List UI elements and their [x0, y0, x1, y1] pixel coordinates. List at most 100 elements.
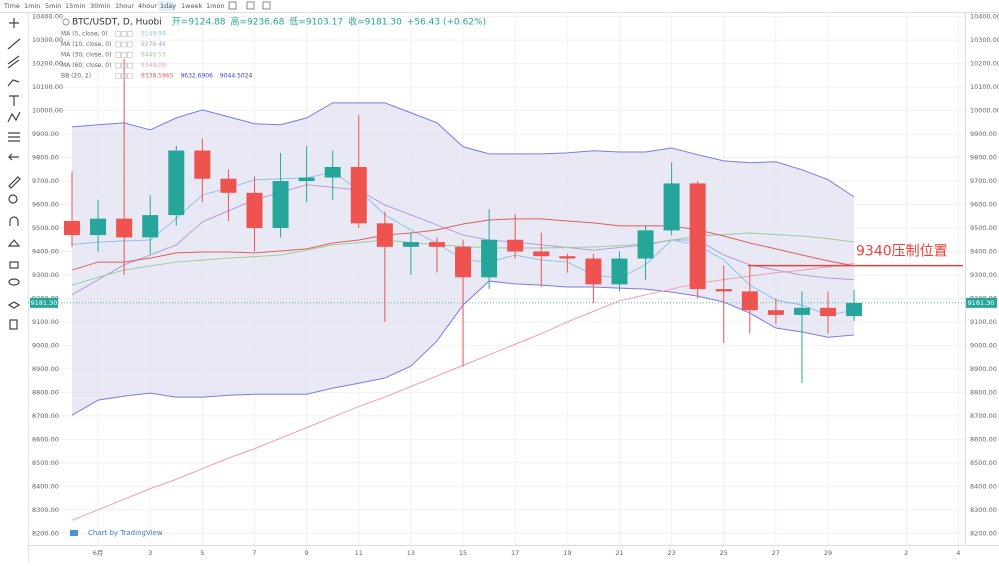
price-tag-left: [30, 297, 58, 308]
y-tick-label: 9700.00: [32, 177, 59, 185]
ohlc-value: 9181.30: [365, 18, 402, 28]
legend-button[interactable]: [115, 73, 121, 79]
legend-button[interactable]: [115, 62, 121, 69]
candle-body: [585, 258, 602, 285]
y-tick-label-right: 8800.00: [970, 388, 997, 396]
candle-body: [376, 223, 393, 247]
y-tick-label-right: 8300.00: [970, 506, 997, 514]
tool-line[interactable]: [7, 38, 21, 50]
candle-body: [402, 242, 419, 247]
tool-wave[interactable]: [7, 111, 21, 123]
y-tick-label: 9800.00: [32, 154, 59, 162]
legend-value: 9044.5024: [220, 73, 253, 80]
tool-arrow[interactable]: [8, 153, 19, 161]
y-tick-label-right: 8700.00: [970, 412, 997, 420]
tool-trash[interactable]: [9, 319, 18, 330]
legend-name: BB (20, 2): [61, 73, 91, 80]
tool-ruler[interactable]: [8, 176, 21, 189]
left-toolbar[interactable]: [7, 18, 21, 330]
interval-button[interactable]: 1day: [160, 2, 176, 10]
candle-body: [846, 302, 863, 317]
active-interval-bg[interactable]: [158, 1, 175, 11]
y-tick-label: 10300.00: [32, 36, 63, 44]
legend-button[interactable]: [127, 31, 133, 37]
legend-button[interactable]: [121, 73, 127, 79]
tool-channel[interactable]: [7, 55, 20, 69]
legend-value: 9279.46: [141, 41, 166, 48]
interval-button[interactable]: 1week: [181, 2, 202, 10]
ohlc-value: 9103.17: [306, 18, 343, 28]
interval-button[interactable]: 1mon: [206, 2, 225, 10]
candle-body: [246, 192, 263, 229]
legend-button[interactable]: [127, 73, 133, 79]
interval-button[interactable]: 4hour: [138, 2, 157, 10]
y-tick-label-right: 10200.00: [970, 60, 999, 68]
candle-body: [689, 183, 706, 290]
x-tick-label: 25: [720, 549, 728, 557]
interval-button[interactable]: 30min: [90, 2, 111, 10]
y-tick-label-right: 9600.00: [970, 201, 997, 209]
interval-button[interactable]: Time: [3, 2, 20, 10]
tool-cross[interactable]: [9, 18, 19, 28]
interval-button[interactable]: 15min: [65, 2, 86, 10]
legend-button[interactable]: [121, 52, 127, 58]
x-tick-label: 3: [148, 549, 152, 557]
candle-body: [142, 215, 159, 238]
y-tick-label-right: 8900.00: [970, 365, 997, 373]
ma-line: [71, 184, 855, 296]
x-tick-label: 9: [305, 549, 309, 557]
toolbar-icon[interactable]: [246, 1, 255, 10]
legend-name: MA (60, close, 0): [61, 62, 111, 69]
y-tick-label-right: 10000.00: [970, 107, 999, 115]
chart-title: BTC/USDT, D, Huobi: [72, 18, 162, 28]
legend-button[interactable]: [121, 41, 127, 48]
legend-value: 9632.6906: [180, 73, 213, 80]
tool-magnet[interactable]: [9, 216, 19, 226]
ohlc-label: 低=: [289, 16, 306, 28]
tool-pattern[interactable]: [7, 79, 20, 87]
interval-button[interactable]: 1hour: [115, 2, 134, 10]
y-tick-label-right: 8600.00: [970, 435, 997, 443]
legend-name: MA (10, close, 0): [61, 41, 111, 48]
tool-fib[interactable]: [8, 132, 20, 142]
tool-eye[interactable]: [8, 278, 20, 286]
x-tick-label: 23: [667, 549, 675, 557]
legend-button[interactable]: [115, 41, 121, 48]
legend-value: 9349.09: [141, 62, 166, 69]
candle-body: [168, 150, 185, 216]
candle-body: [663, 183, 680, 231]
legend-button[interactable]: [127, 62, 133, 69]
y-tick-label-right: 10400.00: [970, 13, 999, 21]
legend-name: MA (30, close, 0): [61, 52, 111, 59]
legend-button[interactable]: [115, 52, 121, 58]
y-tick-label: 10000.00: [32, 107, 63, 115]
toolbar-icon[interactable]: [262, 1, 271, 10]
legend-button[interactable]: [121, 62, 127, 69]
tool-layers[interactable]: [7, 301, 21, 309]
legend-button[interactable]: [115, 31, 121, 37]
candle-body: [194, 150, 211, 179]
candle-body: [272, 181, 289, 229]
y-tick-label: 8400.00: [32, 482, 59, 490]
x-tick-label: 7: [252, 549, 256, 557]
y-tick-label: 8900.00: [32, 365, 59, 373]
interval-button[interactable]: 5min: [45, 2, 61, 10]
tool-text[interactable]: [9, 95, 19, 106]
interval-button[interactable]: 1min: [24, 2, 40, 10]
legend-name: MA (5, close, 0): [61, 31, 108, 38]
tool-zoom[interactable]: [8, 194, 18, 204]
y-tick-label: 9100.00: [32, 318, 59, 326]
candle-body: [611, 258, 628, 285]
legend-button[interactable]: [127, 52, 133, 58]
tool-draw-mode[interactable]: [7, 239, 21, 247]
tool-lock[interactable]: [9, 261, 19, 269]
candle-body: [741, 291, 758, 311]
toolbar-icon[interactable]: [228, 1, 237, 10]
candle-body: [481, 239, 498, 278]
legend-button[interactable]: [127, 41, 133, 48]
legend-button[interactable]: [121, 31, 127, 37]
y-tick-label: 10100.00: [32, 83, 63, 91]
candle-body: [116, 218, 133, 238]
